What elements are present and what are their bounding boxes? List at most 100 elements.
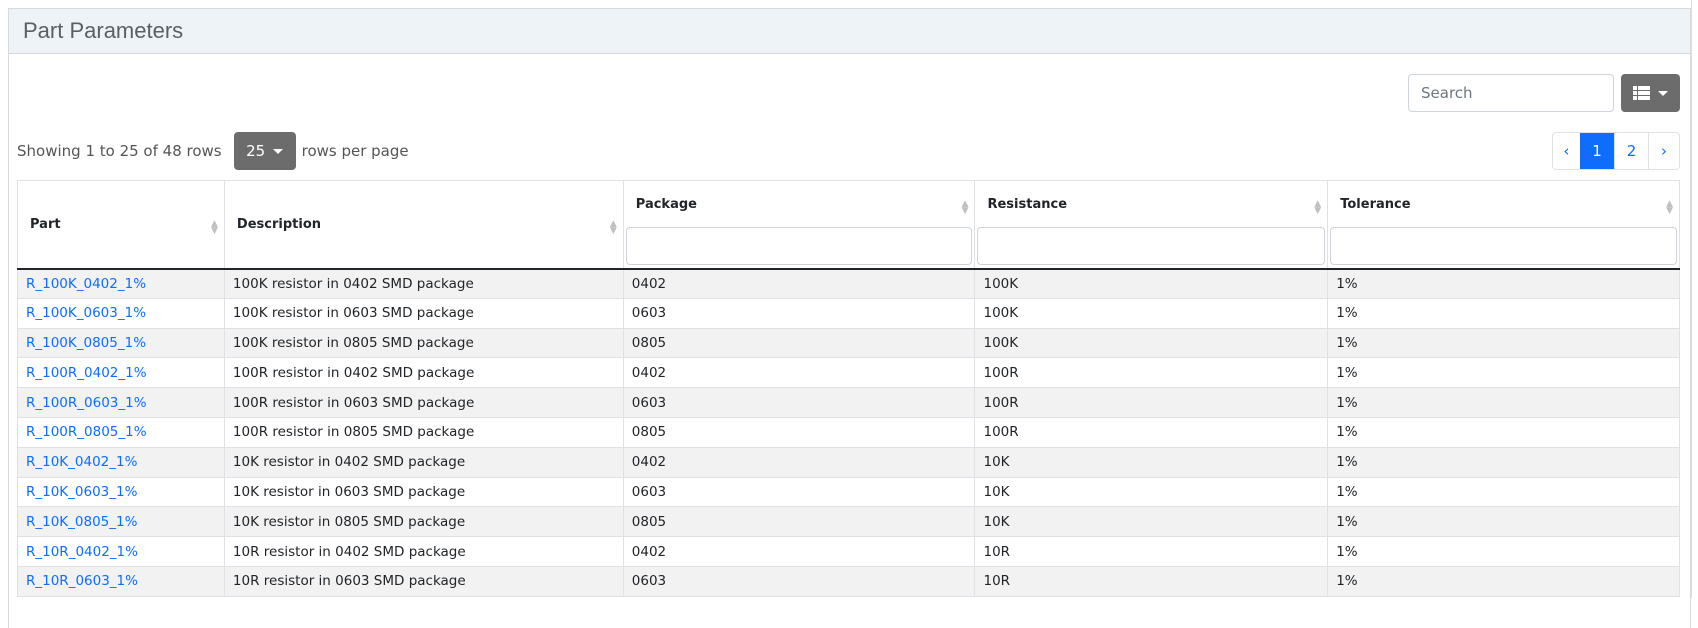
cell-package: 0805 (622, 416, 976, 448)
column-header-package[interactable]: Package ▲ ▼ (622, 180, 976, 270)
page-1-button[interactable]: 1 (1580, 133, 1614, 169)
parts-table: Part ▲ ▼ Description ▲ ▼ Package ▲ ▼ Resistance ▲ ▼… (17, 180, 1680, 597)
cell-tolerance: 1% (1327, 536, 1680, 567)
cell-resistance: 10K (974, 476, 1329, 508)
table-row: R_100K_0603_1% 100K resistor in 0603 SMD … (17, 297, 1680, 329)
part-link[interactable]: R_100R_0402_1% (26, 364, 147, 381)
cell-resistance: 10K (974, 446, 1329, 478)
cell-tolerance: 1% (1327, 446, 1680, 478)
package-filter-input[interactable] (625, 227, 973, 265)
cell-package: 0805 (622, 327, 976, 359)
search-input[interactable] (1408, 74, 1614, 112)
table-row: R_100R_0805_1% 100R resistor in 0805 SMD … (17, 416, 1680, 448)
part-link[interactable]: R_10K_0603_1% (26, 483, 138, 500)
rows-info-text: Showing 1 to 25 of 48 rows (17, 142, 222, 160)
prev-page-button[interactable]: ‹ (1563, 142, 1570, 160)
column-header-resistance[interactable]: Resistance ▲ ▼ (974, 180, 1329, 270)
cell-description: 100K resistor in 0603 SMD package (223, 297, 624, 329)
cell-description: 10K resistor in 0603 SMD package (223, 476, 624, 508)
cell-package: 0402 (622, 446, 976, 478)
cell-part: R_10R_0402_1% (17, 536, 225, 567)
cell-description: 10R resistor in 0603 SMD package (223, 565, 624, 597)
table-row: R_100K_0402_1% 100K resistor in 0402 SMD … (17, 268, 1680, 299)
part-parameters-panel: Part Parameters (8, 8, 1691, 628)
sort-icon: ▲ ▼ (961, 199, 969, 216)
cell-description: 10R resistor in 0402 SMD package (223, 536, 624, 567)
sort-icon: ▲ ▼ (1666, 199, 1673, 216)
part-link[interactable]: R_100K_0603_1% (26, 305, 147, 322)
table-row: R_10K_0805_1% 10K resistor in 0805 SMD pa… (17, 506, 1680, 538)
cell-package: 0603 (622, 387, 976, 418)
cell-description: 100R resistor in 0603 SMD package (223, 387, 624, 418)
cell-tolerance: 1% (1327, 476, 1680, 508)
cell-tolerance: 1% (1327, 327, 1680, 359)
sort-icon: ▲ ▼ (609, 219, 617, 236)
table-row: R_100R_0402_1% 100R resistor in 0402 SMD … (17, 357, 1680, 389)
part-link[interactable]: R_100K_0805_1% (26, 334, 147, 351)
cell-part: R_100R_0805_1% (17, 416, 225, 448)
cell-part: R_10K_0805_1% (17, 506, 225, 538)
cell-tolerance: 1% (1327, 416, 1680, 448)
cell-resistance: 100K (974, 297, 1329, 329)
page-size-value: 25 (246, 142, 266, 160)
part-link[interactable]: R_100K_0402_1% (26, 275, 147, 292)
cell-resistance: 100R (974, 357, 1329, 389)
resistance-filter-input[interactable] (977, 227, 1326, 265)
column-header-part[interactable]: Part ▲ ▼ (17, 180, 225, 270)
scrollbar[interactable] (1691, 0, 1698, 598)
next-page-button[interactable]: › (1648, 133, 1679, 169)
part-link[interactable]: R_10R_0402_1% (26, 543, 138, 560)
columns-toggle-button[interactable] (1621, 74, 1680, 112)
cell-description: 100R resistor in 0402 SMD package (223, 357, 624, 389)
cell-part: R_100R_0603_1% (17, 387, 225, 418)
cell-resistance: 10R (974, 536, 1329, 567)
cell-part: R_100K_0603_1% (17, 297, 225, 329)
column-header-tolerance[interactable]: Tolerance ▲ ▼ (1327, 180, 1680, 270)
cell-description: 100R resistor in 0805 SMD package (223, 416, 624, 448)
cell-package: 0805 (622, 506, 976, 538)
cell-resistance: 100K (974, 327, 1329, 359)
cell-part: R_100K_0805_1% (17, 327, 225, 359)
table-row: R_100K_0805_1% 100K resistor in 0805 SMD … (17, 327, 1680, 359)
table-row: R_10K_0603_1% 10K resistor in 0603 SMD pa… (17, 476, 1680, 508)
table-row: R_10R_0402_1% 10R resistor in 0402 SMD pa… (17, 536, 1680, 567)
part-link[interactable]: R_10R_0603_1% (26, 573, 138, 590)
list-icon (1633, 86, 1650, 100)
pagination-info: Showing 1 to 25 of 48 rows 25 rows per p… (17, 132, 409, 170)
cell-package: 0603 (622, 297, 976, 329)
cell-resistance: 10R (974, 565, 1329, 597)
table-row: R_10K_0402_1% 10K resistor in 0402 SMD pa… (17, 446, 1680, 478)
page-size-dropdown[interactable]: 25 (233, 132, 296, 170)
cell-description: 100K resistor in 0402 SMD package (223, 268, 624, 299)
cell-tolerance: 1% (1327, 297, 1680, 329)
cell-tolerance: 1% (1327, 565, 1680, 597)
cell-tolerance: 1% (1327, 268, 1680, 299)
part-link[interactable]: R_100R_0805_1% (26, 424, 147, 441)
part-link[interactable]: R_100R_0603_1% (26, 394, 147, 411)
panel-header: Part Parameters (9, 9, 1690, 54)
chevron-down-icon (1658, 90, 1668, 96)
cell-part: R_10K_0402_1% (17, 446, 225, 478)
cell-part: R_10K_0603_1% (17, 476, 225, 508)
tolerance-filter-input[interactable] (1330, 227, 1677, 265)
page-2-button[interactable]: 2 (1614, 133, 1648, 169)
cell-tolerance: 1% (1327, 387, 1680, 418)
cell-resistance: 100R (974, 387, 1329, 418)
cell-description: 10K resistor in 0805 SMD package (223, 506, 624, 538)
cell-resistance: 100R (974, 416, 1329, 448)
cell-package: 0603 (622, 565, 976, 597)
cell-part: R_100K_0402_1% (17, 268, 225, 299)
cell-tolerance: 1% (1327, 357, 1680, 389)
table-row: R_10R_0603_1% 10R resistor in 0603 SMD pa… (17, 565, 1680, 597)
column-header-description[interactable]: Description ▲ ▼ (223, 180, 624, 270)
cell-part: R_10R_0603_1% (17, 565, 225, 597)
part-link[interactable]: R_10K_0805_1% (26, 513, 138, 530)
column-label: Package (635, 197, 697, 212)
column-label: Part (30, 217, 61, 232)
cell-part: R_100R_0402_1% (17, 357, 225, 389)
part-link[interactable]: R_10K_0402_1% (26, 454, 138, 471)
cell-package: 0402 (622, 536, 976, 567)
rows-per-page-label: rows per page (301, 142, 409, 160)
cell-resistance: 100K (974, 268, 1329, 299)
table-row: R_100R_0603_1% 100R resistor in 0603 SMD … (17, 387, 1680, 418)
